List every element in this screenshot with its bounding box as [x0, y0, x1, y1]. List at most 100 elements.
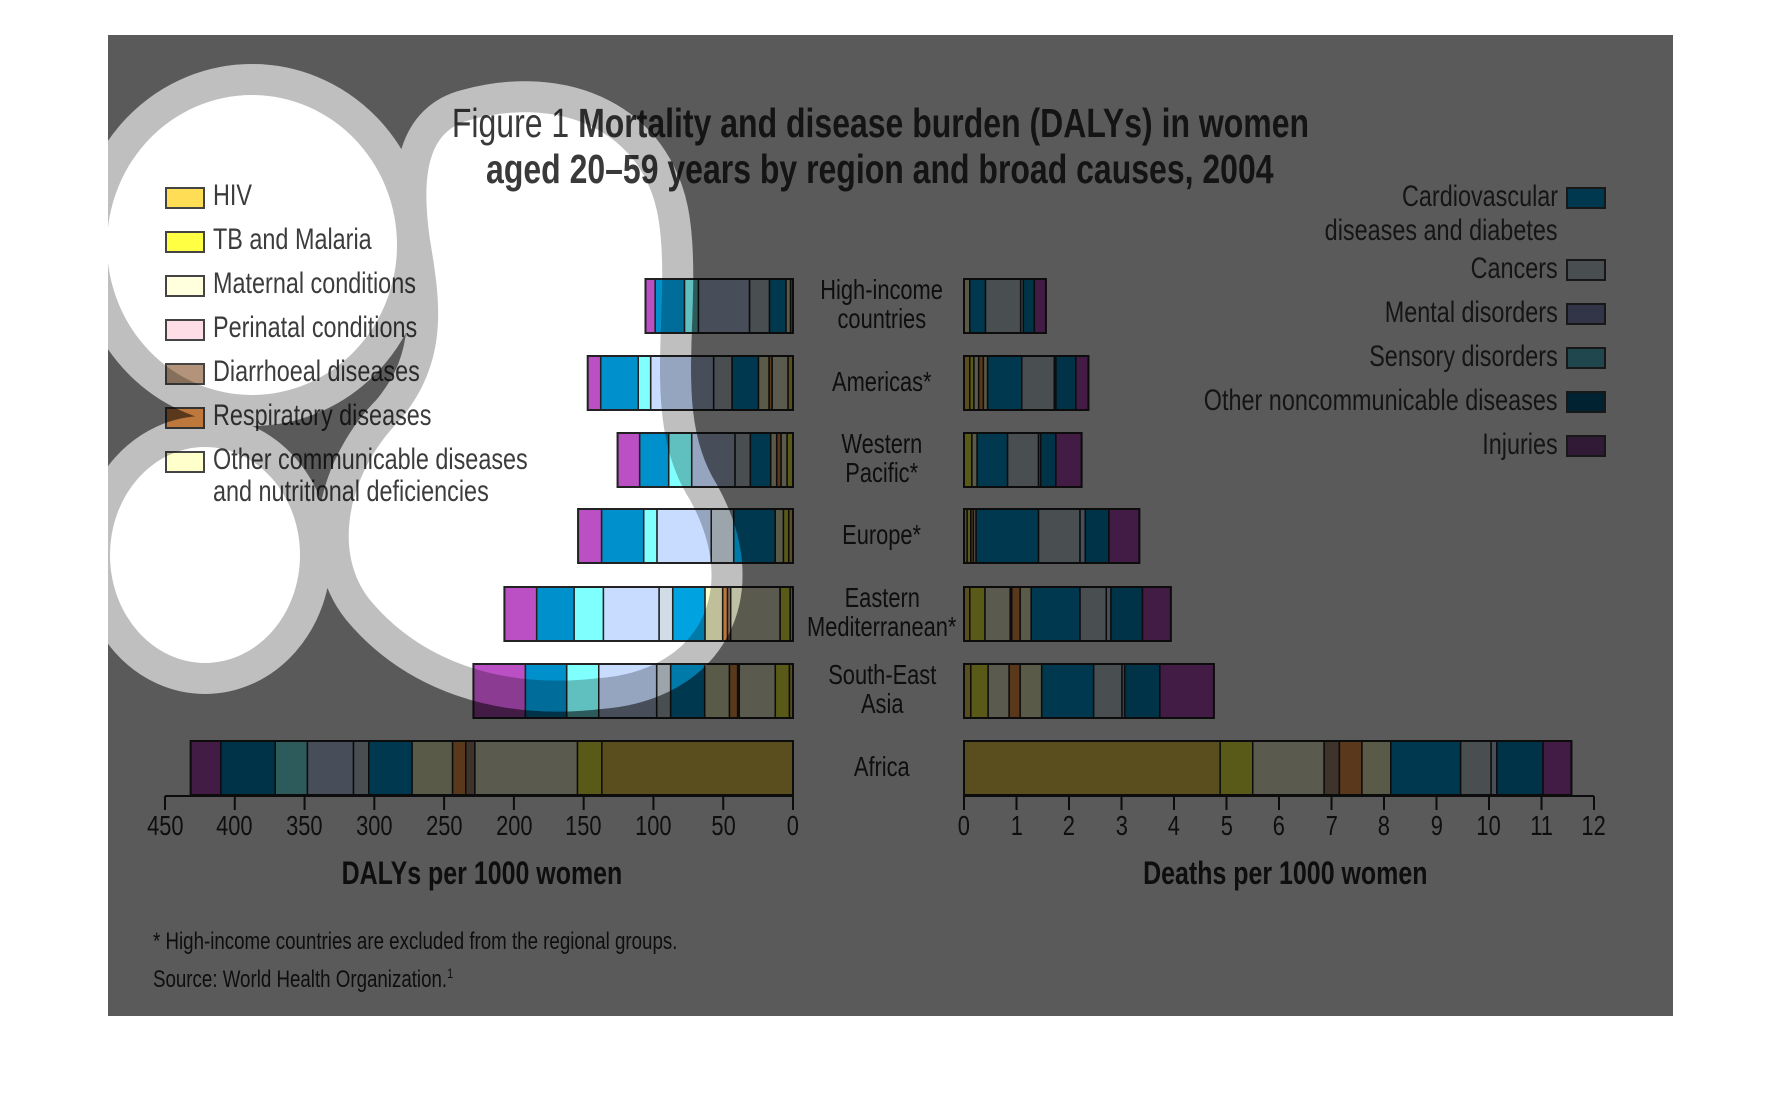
dalys-segment — [712, 355, 733, 411]
legend-item: Injuries — [906, 428, 1606, 472]
region-label: Africa — [854, 750, 910, 782]
deaths-segment — [1011, 586, 1021, 642]
dalys-tick-label: 100 — [635, 810, 672, 841]
dalys-segment — [654, 278, 686, 334]
dalys-segment — [535, 586, 575, 642]
axes — [164, 795, 1595, 810]
legend-swatch — [165, 231, 205, 253]
deaths-segment — [1542, 740, 1573, 796]
deaths-segment — [1008, 663, 1021, 719]
legend-swatch — [1566, 435, 1606, 457]
dalys-segment — [599, 355, 639, 411]
deaths-axis-title: Deaths per 1000 women — [1142, 855, 1428, 891]
dalys-segment — [749, 432, 772, 488]
deaths-segment — [1123, 663, 1161, 719]
dalys-segment — [601, 740, 794, 796]
region-label: High-income countries — [820, 274, 944, 334]
dalys-segment — [748, 278, 771, 334]
legend-label: Other communicable diseases and nutrition… — [213, 443, 528, 508]
deaths-segment — [1141, 586, 1172, 642]
dalys-segment — [703, 663, 731, 719]
dalys-segment — [597, 663, 658, 719]
dalys-tick-label: 150 — [565, 810, 602, 841]
deaths-segment — [1030, 586, 1081, 642]
deaths-segment — [1092, 663, 1123, 719]
source-reference: 1 — [447, 965, 454, 981]
dalys-segment — [274, 740, 309, 796]
legend-label: Cancers — [1470, 252, 1558, 285]
legend-swatch — [165, 275, 205, 297]
dalys-segment — [690, 432, 736, 488]
legend-swatch — [165, 187, 205, 209]
dalys-segment — [600, 508, 645, 564]
title-line-1: Mortality and disease burden (DALYs) in … — [577, 100, 1309, 146]
legend-swatch — [165, 407, 205, 429]
deaths-segment — [1037, 508, 1081, 564]
dalys-segment — [352, 740, 370, 796]
deaths-segment — [1496, 740, 1544, 796]
dalys-tick-label: 0 — [786, 810, 800, 841]
legend-label: Perinatal conditions — [213, 311, 418, 344]
dalys-segment — [306, 740, 355, 796]
deaths-segment — [984, 586, 1011, 642]
dalys-segment — [649, 355, 715, 411]
legend-swatch — [1566, 391, 1606, 413]
legend-swatch — [1566, 187, 1606, 209]
dalys-segment — [586, 355, 602, 411]
dalys-segment — [757, 355, 770, 411]
dalys-segment — [734, 432, 752, 488]
dalys-segment — [642, 508, 658, 564]
dalys-segment — [411, 740, 454, 796]
dalys-segment — [704, 586, 724, 642]
dalys-segment — [503, 586, 538, 642]
region-label: Americas* — [832, 365, 932, 397]
deaths-segment — [1459, 740, 1492, 796]
deaths-segment — [1159, 663, 1215, 719]
figure-label: Figure 1 — [451, 100, 569, 146]
dalys-segment — [683, 278, 700, 334]
dalys-segment — [638, 432, 670, 488]
deaths-segment — [1040, 663, 1095, 719]
dalys-segment — [658, 586, 674, 642]
legend-swatch — [165, 363, 205, 385]
legend-label: Sensory disorders — [1369, 340, 1558, 373]
deaths-segment — [987, 663, 1010, 719]
dalys-axis-title: DALYs per 1000 women — [341, 855, 623, 891]
deaths-segment — [1084, 508, 1110, 564]
dalys-segment — [524, 663, 568, 719]
dalys-segment — [637, 355, 652, 411]
footnote: * High-income countries are excluded fro… — [153, 928, 678, 955]
region-label: Western Pacific* — [841, 428, 923, 488]
dalys-tick-label: 200 — [495, 810, 533, 841]
legend-label: Other noncommunicable diseases — [1204, 384, 1558, 417]
dalys-segment — [368, 740, 413, 796]
legend-label: Respiratory diseases — [213, 399, 432, 432]
dalys-segment — [655, 663, 672, 719]
dalys-segment — [732, 508, 776, 564]
dalys-segment — [220, 740, 276, 796]
legend-noncommunicable: Cardiovascular diseases and diabetes Cance… — [906, 180, 1606, 472]
dalys-segment — [577, 508, 603, 564]
deaths-segment — [1323, 740, 1341, 796]
dalys-segment — [669, 663, 706, 719]
legend-label: HIV — [213, 179, 253, 212]
dalys-tick-label: 250 — [425, 810, 463, 841]
dalys-segment — [671, 586, 706, 642]
dalys-tick-label: 350 — [286, 810, 323, 841]
region-label: Europe* — [842, 518, 922, 550]
deaths-segment — [1490, 740, 1498, 796]
deaths-segment — [1390, 740, 1462, 796]
deaths-segment — [975, 508, 1040, 564]
dalys-segment — [644, 278, 656, 334]
dalys-segment — [573, 586, 605, 642]
legend-label: Maternal conditions — [213, 267, 416, 300]
dalys-segment — [576, 740, 603, 796]
figure-title: Figure 1 Mortality and disease burden (D… — [300, 100, 1460, 192]
deaths-segment — [1361, 740, 1392, 796]
dalys-segment — [616, 432, 641, 488]
dalys-segment — [738, 663, 777, 719]
legend-swatch — [165, 451, 205, 473]
dalys-segment — [710, 508, 735, 564]
legend-swatch — [1566, 347, 1606, 369]
